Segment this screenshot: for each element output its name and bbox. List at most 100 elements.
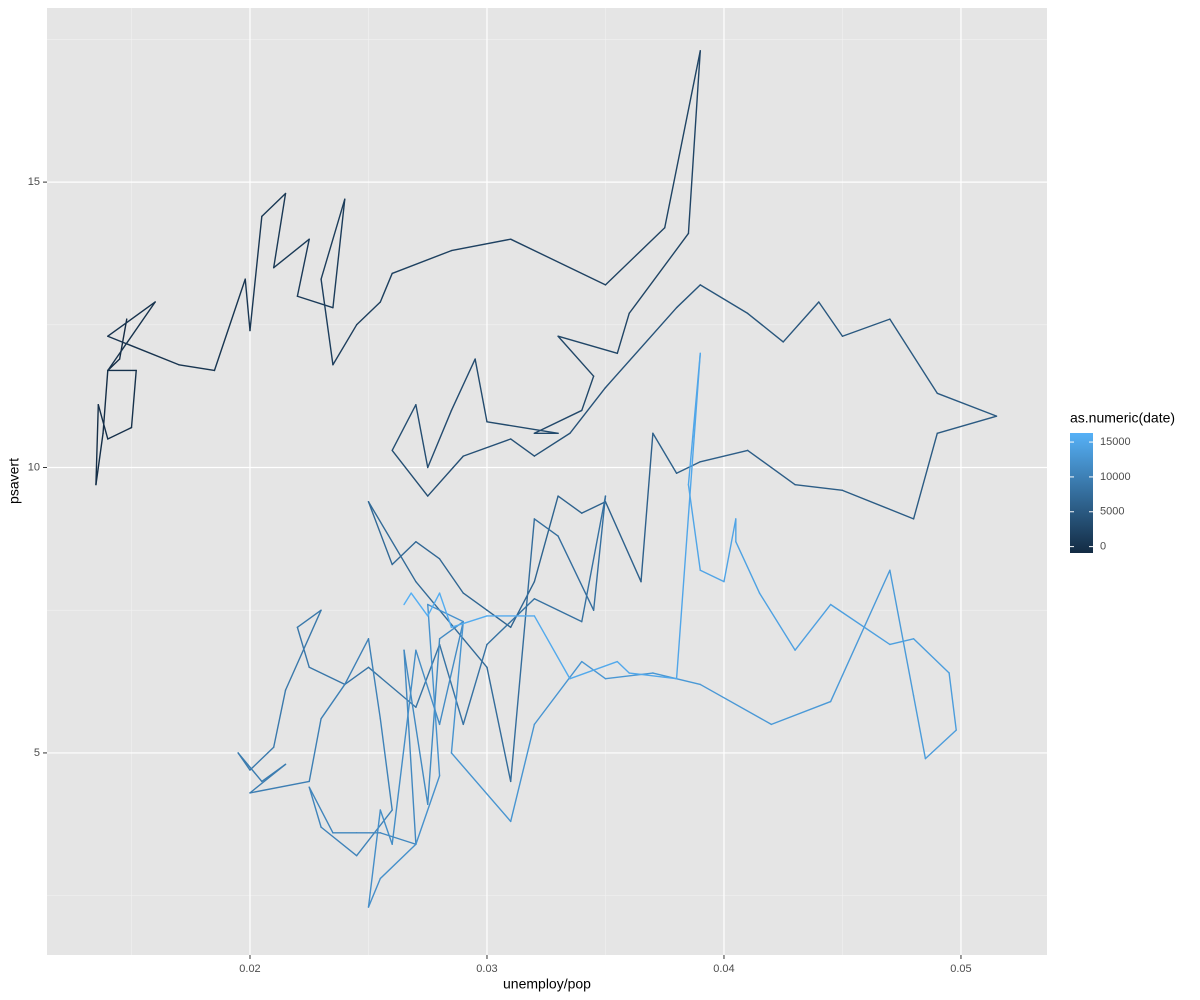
path-segment xyxy=(438,620,464,726)
path-segment xyxy=(427,603,464,623)
path-segment xyxy=(107,426,133,440)
path-segment xyxy=(462,643,488,726)
path-segment xyxy=(699,683,773,726)
path-segment xyxy=(616,312,630,355)
path-segment xyxy=(296,626,310,669)
path-segment xyxy=(249,763,287,794)
path-segment xyxy=(438,558,464,594)
path-segment xyxy=(829,603,891,646)
path-segment xyxy=(509,238,607,286)
path-segment xyxy=(699,449,749,463)
y-axis-title: psavert xyxy=(6,458,22,504)
path-segment xyxy=(581,375,595,412)
path-segment xyxy=(427,638,441,806)
path-segment xyxy=(249,215,263,332)
path-segment xyxy=(604,227,666,286)
path-segment xyxy=(533,598,583,623)
path-segment xyxy=(818,301,844,337)
path-segment xyxy=(557,495,583,514)
path-segment xyxy=(746,312,784,343)
path-segment xyxy=(438,592,453,629)
path-segment xyxy=(450,752,512,823)
path-segment xyxy=(308,786,322,828)
path-segment xyxy=(557,535,595,611)
path-segment xyxy=(450,620,464,754)
x-tick-label: 0.04 xyxy=(713,963,734,975)
path-segment xyxy=(770,700,832,726)
path-segment xyxy=(95,404,100,486)
x-tick-label: 0.05 xyxy=(950,963,971,975)
path-segment xyxy=(675,461,701,474)
path-segment xyxy=(284,609,322,691)
path-segment xyxy=(936,415,998,434)
path-segment xyxy=(474,358,488,423)
path-segment xyxy=(486,598,536,646)
path-segment xyxy=(557,335,619,355)
path-segment xyxy=(509,438,536,457)
x-tick-label: 0.02 xyxy=(239,963,260,975)
path-segment xyxy=(130,369,137,429)
path-segment xyxy=(509,518,536,783)
path-segment xyxy=(296,238,310,297)
path-segment xyxy=(320,826,358,857)
x-tick-label: 0.03 xyxy=(476,963,497,975)
path-segment xyxy=(249,746,275,771)
path-segment xyxy=(604,672,654,680)
path-segment xyxy=(462,438,512,457)
path-segment xyxy=(699,569,725,583)
path-segment xyxy=(367,501,393,566)
path-segment xyxy=(415,580,441,611)
path-segment xyxy=(296,295,334,309)
path-segment xyxy=(415,404,429,469)
path-segment xyxy=(379,809,393,845)
plot-panel xyxy=(47,8,1047,955)
path-segment xyxy=(924,729,957,760)
path-segment xyxy=(687,50,701,235)
legend-title: as.numeric(date) xyxy=(1070,410,1175,426)
path-segment xyxy=(462,592,488,611)
path-segment xyxy=(889,638,915,646)
path-segment xyxy=(367,809,382,908)
path-segment xyxy=(782,301,820,343)
path-segment xyxy=(450,358,476,412)
path-segment xyxy=(427,455,464,497)
path-segment xyxy=(675,284,701,309)
path-segment xyxy=(533,409,583,434)
path-segment xyxy=(272,192,287,269)
path-segment xyxy=(533,615,571,680)
path-segment xyxy=(652,432,678,474)
path-segment xyxy=(391,449,429,497)
path-segment xyxy=(237,752,263,783)
path-segment xyxy=(581,495,607,623)
path-segment xyxy=(415,643,441,708)
path-segment xyxy=(427,592,441,617)
path-segment xyxy=(107,335,180,366)
legend-label: 0 xyxy=(1100,541,1106,553)
path-segment xyxy=(687,483,701,571)
path-segment xyxy=(97,404,109,440)
path-segment xyxy=(415,775,441,845)
path-segment xyxy=(912,695,927,760)
path-segment xyxy=(355,301,382,326)
path-segment xyxy=(308,666,346,686)
path-segment xyxy=(438,609,488,669)
path-segment xyxy=(640,432,654,583)
path-segment xyxy=(272,689,287,748)
path-segment xyxy=(604,501,642,583)
path-segment xyxy=(415,541,441,560)
path-segment xyxy=(379,717,393,811)
legend-colorbar xyxy=(1070,433,1093,553)
path-segment xyxy=(391,404,417,452)
path-segment xyxy=(410,592,429,617)
path-segment xyxy=(332,324,358,366)
path-segment xyxy=(616,660,630,674)
path-segment xyxy=(450,615,488,629)
path-segment xyxy=(344,666,370,686)
path-segment xyxy=(367,501,417,583)
path-segment xyxy=(403,649,429,806)
y-tick-label: 15 xyxy=(28,176,40,188)
path-segment xyxy=(569,660,619,680)
path-segment xyxy=(320,278,334,366)
